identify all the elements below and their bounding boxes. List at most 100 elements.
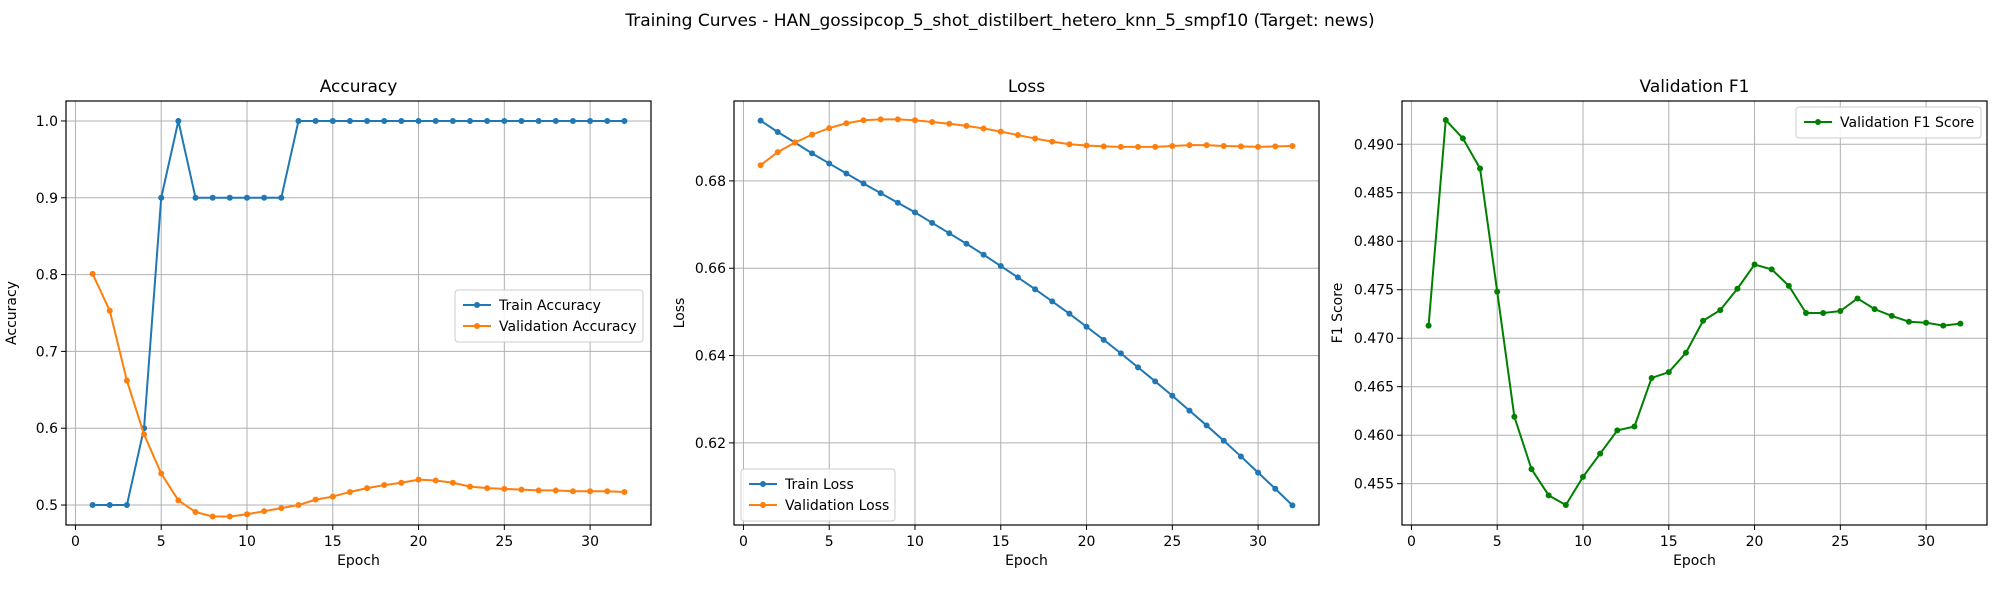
accuracy-panel-series-validation-accuracy-point	[346, 488, 353, 495]
validation-f1-panel-series-validation-f1-score-point	[1957, 320, 1964, 327]
loss-panel-series-train-loss-point	[774, 129, 781, 136]
validation-f1-panel-series-validation-f1-score-point	[1940, 322, 1947, 329]
accuracy-panel-series-train-accuracy-point	[312, 117, 319, 124]
loss-panel-series-validation-loss-point	[1049, 138, 1056, 145]
validation-f1-panel-series-validation-f1-score-line	[1427, 117, 1961, 507]
accuracy-panel-series-train-accuracy-point	[278, 194, 285, 201]
accuracy-panel-series-validation-accuracy-point	[621, 488, 628, 495]
loss-panel-series-train-loss-point	[1203, 422, 1210, 429]
loss-panel-series-validation-loss-point	[963, 122, 970, 129]
accuracy-panel-series-train-accuracy-point	[449, 117, 456, 124]
accuracy-panel-legend-entry-validation-accuracy-label: Validation Accuracy	[499, 319, 637, 335]
validation-f1-panel-xtick-label-3: 15	[1660, 534, 1678, 550]
loss-panel-series-train-loss-point	[1083, 323, 1090, 330]
accuracy-panel-series-train-accuracy-point	[569, 117, 576, 124]
loss-panel-series-train-loss-point	[963, 240, 970, 247]
accuracy-panel: 0 5 10 15 20 25 30 0.5 0.6 0.7 0.8 0.9 1.0 Accuracy Ep…	[4, 77, 652, 569]
loss-panel-series-train-loss-point	[1014, 274, 1021, 281]
validation-f1-panel-series-validation-f1-score-point	[1905, 318, 1912, 325]
validation-f1-panel-series-validation-f1-score-point	[1477, 165, 1484, 172]
loss-panel-series-train-loss-point	[1117, 350, 1124, 357]
loss-panel-legend-entry-validation-loss-marker	[760, 502, 766, 508]
loss-panel-series-validation-loss-point	[894, 116, 901, 123]
validation-f1-panel-series-validation-f1-score-point	[1785, 282, 1792, 289]
loss-panel-xtick-label-6: 30	[1249, 534, 1267, 550]
loss-panel-series-validation-loss-point	[774, 149, 781, 156]
loss-panel-legend-entry-train-loss-marker	[760, 481, 766, 487]
loss-panel-series-train-loss-point	[809, 150, 816, 157]
loss-panel-series-validation-loss-point	[1255, 143, 1262, 150]
loss-panel-ytick-label-2: 0.66	[695, 261, 726, 277]
accuracy-panel-series-validation-accuracy-point	[243, 511, 250, 518]
loss-panel-series-train-loss-point	[757, 117, 764, 124]
accuracy-panel-series-train-accuracy-point	[621, 117, 628, 124]
loss-panel-series-validation-loss-point	[997, 128, 1004, 135]
loss-panel-series-validation-loss-point	[1135, 143, 1142, 150]
loss-panel-series-train-loss-point	[1066, 310, 1073, 317]
accuracy-panel-ytick-label-4: 0.9	[36, 191, 58, 207]
loss-panel-legend-entry-validation-loss-label: Validation Loss	[785, 498, 889, 514]
accuracy-panel-series-train-accuracy-point	[552, 117, 559, 124]
validation-f1-panel: 0 5 10 15 20 25 30 0.455 0.460 0.465 0.470 0.475 0.4…	[1330, 77, 1988, 569]
loss-panel-series-train-loss-point	[894, 199, 901, 206]
accuracy-panel-series-validation-accuracy-point	[329, 493, 336, 500]
accuracy-panel-series-train-accuracy-point	[398, 117, 405, 124]
loss-panel-series-validation-loss-point	[1032, 135, 1039, 142]
loss-panel-series-validation-loss-point	[1169, 142, 1176, 149]
accuracy-panel-legend-box	[454, 289, 644, 343]
validation-f1-panel-series-validation-f1-score-point	[1923, 319, 1930, 326]
accuracy-panel-series-train-accuracy-point	[329, 117, 336, 124]
loss-panel-series-validation-loss-point	[877, 116, 884, 123]
validation-f1-panel-series-validation-f1-score-point	[1700, 317, 1707, 324]
loss-panel-legend-box	[740, 468, 896, 522]
accuracy-panel-series-validation-accuracy-point	[449, 479, 456, 486]
accuracy-panel-series-validation-accuracy-point	[209, 513, 216, 520]
validation-f1-panel-series-validation-f1-score-point	[1442, 117, 1449, 124]
validation-f1-panel-legend-entry-validation-f1-score-label: Validation F1 Score	[1840, 115, 1974, 131]
loss-panel-series-validation-loss-point	[1066, 141, 1073, 148]
validation-f1-panel-series-validation-f1-score-point	[1854, 295, 1861, 302]
accuracy-panel-series-validation-accuracy-point	[278, 505, 285, 512]
accuracy-panel-series-train-accuracy-point	[123, 502, 130, 509]
loss-panel-xtick-label-2: 10	[906, 534, 924, 550]
validation-f1-panel-series-validation-f1-score-point	[1751, 261, 1758, 268]
accuracy-panel-series-validation-accuracy-point	[535, 487, 542, 494]
validation-f1-panel-ytick-label-2: 0.465	[1354, 380, 1394, 396]
validation-f1-panel-frame	[1401, 100, 1988, 526]
validation-f1-panel-series-validation-f1-score-point	[1425, 322, 1432, 329]
loss-panel-series-train-loss-point	[1100, 336, 1107, 343]
accuracy-panel-series-train-accuracy-point	[535, 117, 542, 124]
validation-f1-panel-series-validation-f1-score-point	[1768, 266, 1775, 273]
validation-f1-panel-ylabel: F1 Score	[1330, 283, 1346, 344]
validation-f1-panel-ytick-label-7: 0.490	[1354, 137, 1394, 153]
loss-panel-series-validation-loss-point	[757, 162, 764, 169]
loss-panel-series-validation-loss-point	[1117, 143, 1124, 150]
loss-panel-series-train-loss-point	[1049, 298, 1056, 305]
validation-f1-panel-xtick-label-2: 10	[1574, 534, 1592, 550]
accuracy-panel-series-validation-accuracy-point	[295, 502, 302, 509]
validation-f1-panel-legend-entry-validation-f1-score-marker	[1815, 119, 1821, 125]
validation-f1-panel-series-validation-f1-score-point	[1837, 308, 1844, 315]
accuracy-panel-frame	[65, 100, 652, 526]
loss-panel-series-validation-loss-point	[809, 131, 816, 138]
accuracy-panel-ytick-label-3: 0.8	[36, 268, 58, 284]
loss-panel-xtick-label-1: 5	[825, 534, 834, 550]
accuracy-panel-series-validation-accuracy-point	[364, 485, 371, 492]
loss-panel-series-train-loss-point	[826, 160, 833, 167]
loss-panel-title: Loss	[1008, 77, 1045, 97]
loss-panel-legend-entry-train-loss-label: Train Loss	[784, 477, 854, 493]
accuracy-panel-series-validation-accuracy-point	[175, 497, 182, 504]
validation-f1-panel-title: Validation F1	[1640, 77, 1750, 97]
loss-panel-series-train-loss-point	[1237, 453, 1244, 460]
accuracy-panel-series-validation-accuracy-point	[261, 508, 268, 515]
accuracy-panel-ytick-label-5: 1.0	[36, 114, 58, 130]
accuracy-panel-series-train-accuracy-point	[192, 194, 199, 201]
validation-f1-panel-legend: Validation F1 Score	[1795, 106, 1982, 139]
loss-panel-series-validation-loss-point	[946, 120, 953, 127]
loss-panel-series-train-loss-point	[1255, 469, 1262, 476]
accuracy-panel-series-validation-accuracy-point	[158, 470, 165, 477]
accuracy-panel-xtick-label-2: 10	[238, 534, 256, 550]
loss-panel-series-train-loss-point	[843, 170, 850, 177]
accuracy-panel-series-validation-accuracy-point	[501, 485, 508, 492]
loss-panel-series-validation-loss-line	[759, 118, 1293, 166]
